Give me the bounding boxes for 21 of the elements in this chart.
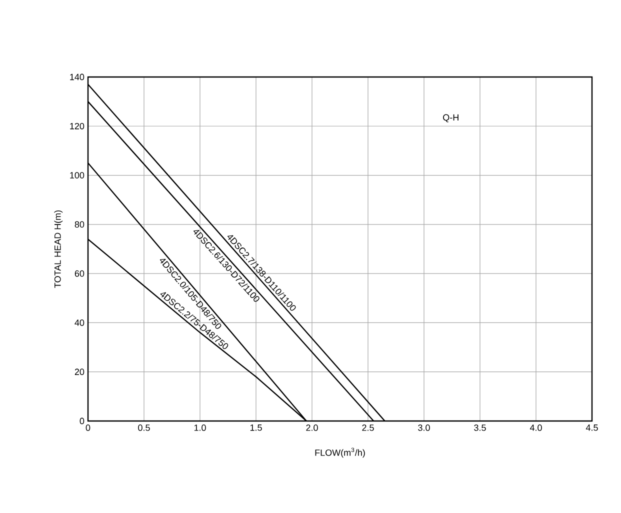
- x-tick-label: 0.5: [138, 424, 150, 431]
- x-tick-label: 1.5: [250, 424, 262, 431]
- x-tick-label: 2.0: [306, 424, 318, 431]
- x-tick-label: 1.0: [194, 424, 206, 431]
- y-tick-label: 20: [74, 368, 84, 376]
- y-tick-label: 120: [70, 122, 84, 130]
- x-tick-label: 4.5: [586, 424, 598, 431]
- x-tick-label: 4.0: [530, 424, 542, 431]
- x-axis-title: FLOW(m$^{3}$/h): [315, 448, 365, 458]
- y-tick-label: 0: [80, 418, 84, 424]
- x-tick-label: 3.5: [474, 424, 486, 431]
- y-tick-label: 80: [74, 221, 84, 228]
- x-tick-label: 3.0: [418, 424, 430, 431]
- x-tick-label: 0: [86, 424, 90, 431]
- y-tick-label: 60: [74, 270, 84, 277]
- x-tick-label: 2.5: [362, 424, 374, 431]
- y-tick-label: 40: [74, 320, 84, 326]
- y-axis-title: TOTAL HEAD H(m): [54, 210, 63, 288]
- y-tick-label: 140: [70, 74, 84, 80]
- annotation: Q-H: [443, 114, 458, 122]
- y-tick-label: 100: [70, 172, 84, 178]
